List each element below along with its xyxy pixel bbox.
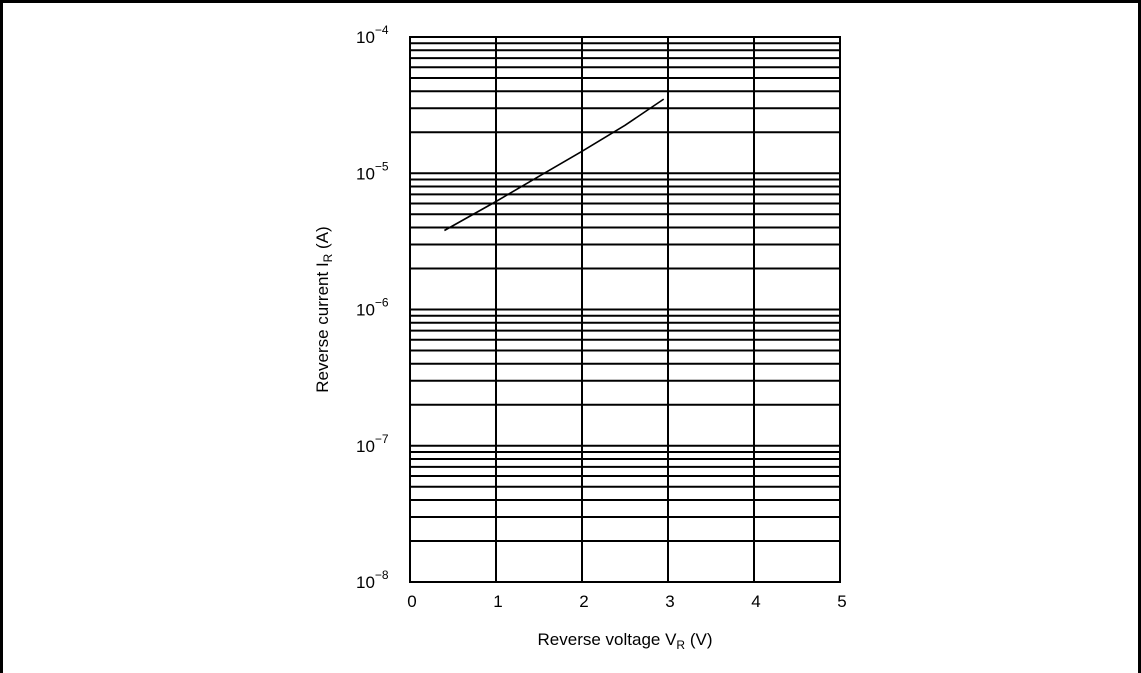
y-tick-labels: 10−8 10−7 10−6 10−5 10−4 bbox=[356, 23, 389, 592]
x-axis-title-unit: (V) bbox=[685, 630, 712, 649]
x-tick-label: 4 bbox=[751, 592, 760, 611]
grid bbox=[410, 37, 840, 582]
y-axis-title-unit: (A) bbox=[313, 226, 332, 253]
x-tick-label: 2 bbox=[579, 592, 588, 611]
x-tick-label: 0 bbox=[407, 592, 416, 611]
series-group bbox=[444, 98, 665, 232]
x-axis-title: Reverse voltage VR (V) bbox=[538, 630, 713, 652]
y-tick-label: 10−8 bbox=[356, 568, 389, 592]
plot-area-border bbox=[409, 36, 841, 583]
y-tick-label: 10−5 bbox=[356, 159, 389, 183]
x-tick-label: 1 bbox=[493, 592, 502, 611]
series-line bbox=[444, 98, 665, 232]
y-axis-title-main: Reverse current I bbox=[313, 262, 332, 392]
y-axis-title-sub: R bbox=[321, 253, 335, 262]
y-tick-label: 10−6 bbox=[356, 296, 389, 320]
x-axis-title-sub: R bbox=[676, 638, 685, 652]
y-axis-title: Reverse current IR (A) bbox=[313, 226, 335, 392]
x-tick-labels: 0 1 2 3 4 5 bbox=[407, 592, 846, 611]
x-axis-title-main: Reverse voltage V bbox=[538, 630, 678, 649]
x-tick-label: 5 bbox=[837, 592, 846, 611]
x-tick-label: 3 bbox=[665, 592, 674, 611]
y-tick-label: 10−7 bbox=[356, 432, 389, 456]
y-tick-label: 10−4 bbox=[356, 23, 389, 47]
